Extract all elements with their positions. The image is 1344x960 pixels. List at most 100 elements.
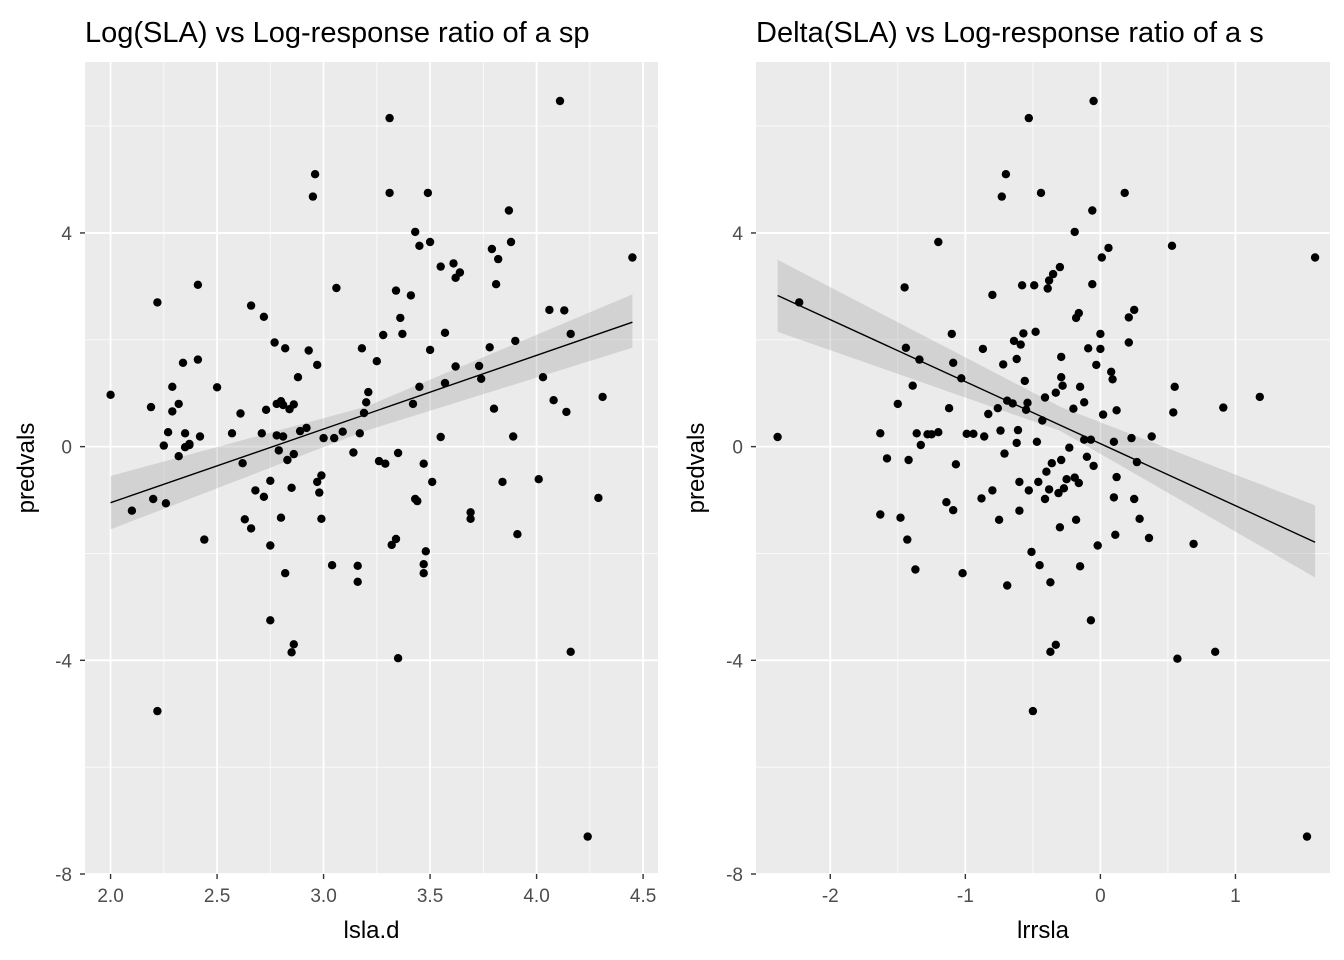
data-point [385,113,394,123]
data-point [315,488,324,497]
data-point [146,402,156,412]
data-point [1057,352,1066,362]
data-point [1167,241,1177,250]
data-point [901,343,911,352]
data-point [419,459,428,468]
data-point [238,459,247,468]
plot-background [756,62,1330,874]
regression-line [110,321,633,504]
data-point [353,577,362,586]
data-point [419,560,428,569]
data-point [364,387,373,397]
data-point [295,426,305,436]
data-point [489,404,499,413]
y-axis-title: predvals [13,423,40,514]
data-point [451,362,460,371]
data-point [1034,477,1043,487]
data-point [281,569,290,578]
data-point [246,524,256,533]
data-point [332,283,341,293]
data-point [1046,647,1055,656]
data-point [276,513,286,522]
data-point [251,486,260,495]
data-point [1055,262,1065,272]
data-point [174,399,183,409]
data-point [911,565,920,574]
data-point [1058,381,1067,390]
data-point [372,357,381,366]
data-point [583,832,592,841]
data-point [421,547,430,556]
data-point [1040,494,1050,504]
data-point [504,206,514,215]
data-point [893,399,902,409]
data-point [1310,253,1320,262]
data-point [127,506,137,515]
data-point [313,360,322,370]
data-point [1075,562,1085,571]
data-point [1080,398,1089,407]
data-point [436,262,445,271]
data-point [413,496,422,506]
data-point [555,96,565,106]
y-tick-label: 4 [732,224,743,245]
data-point [398,329,407,339]
data-point [391,534,401,544]
data-point [193,280,203,289]
data-point [319,433,328,443]
data-point [598,392,607,402]
data-point [1016,340,1025,349]
data-point [1127,433,1136,443]
data-point [440,328,450,337]
y-tick-label: 4 [61,224,72,245]
data-point [287,483,296,492]
data-point [1054,488,1063,498]
data-point [977,494,986,503]
data-point [1071,515,1081,524]
data-point [1084,344,1093,353]
data-point [949,358,958,367]
data-point [980,432,989,441]
data-point [513,530,522,539]
chart-title: Delta(SLA) vs Log-response ratio of a s [756,17,1264,49]
data-point [310,170,320,179]
data-point [999,360,1008,369]
data-point [272,431,281,440]
data-point [1030,281,1039,290]
data-point [1096,344,1105,354]
data-point [1302,832,1312,841]
data-point [1092,360,1101,370]
data-point [212,383,222,392]
data-point [1069,404,1078,413]
data-point [257,429,266,438]
data-point [1070,227,1079,237]
data-point [1112,406,1121,415]
data-point [1219,403,1228,412]
data-point [1086,616,1096,625]
data-point [1074,478,1084,488]
data-point [1044,276,1054,285]
data-point [997,192,1006,201]
data-point [246,301,256,310]
data-point [506,237,516,247]
y-axis-title: predvals [683,423,710,514]
data-point [1035,561,1044,570]
data-point [1062,475,1071,484]
data-point [1107,367,1116,376]
data-point [1108,375,1117,384]
data-point [944,404,954,413]
data-point [185,440,194,450]
data-point [168,382,177,391]
data-point [1189,539,1198,549]
data-point [261,405,271,414]
data-point [1111,530,1120,539]
data-point [195,432,205,441]
data-point [396,313,405,323]
data-point [1017,281,1027,290]
y-tick-label: -4 [726,651,743,672]
data-point [1028,706,1038,716]
data-point [594,493,603,503]
data-point [149,494,158,504]
data-point [1012,354,1021,364]
